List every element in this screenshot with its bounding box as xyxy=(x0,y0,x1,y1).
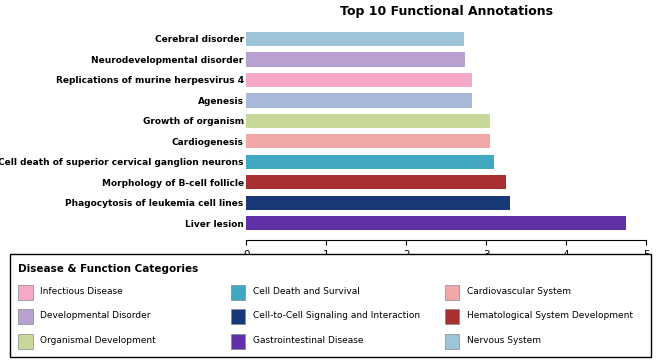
FancyBboxPatch shape xyxy=(19,309,33,324)
Text: Organismal Development: Organismal Development xyxy=(41,336,156,345)
Bar xyxy=(246,114,490,128)
Text: Cell-to-Cell Signaling and Interaction: Cell-to-Cell Signaling and Interaction xyxy=(253,311,420,320)
Bar xyxy=(246,134,490,149)
Text: Cell Death and Survival: Cell Death and Survival xyxy=(253,287,360,296)
Text: Hematological System Development: Hematological System Development xyxy=(467,311,633,320)
Bar xyxy=(246,93,472,107)
FancyBboxPatch shape xyxy=(230,309,245,324)
Bar xyxy=(246,155,494,169)
Text: Disease & Function Categories: Disease & Function Categories xyxy=(19,264,198,274)
Bar xyxy=(246,52,465,67)
Bar xyxy=(246,73,472,87)
Text: Cardiovascular System: Cardiovascular System xyxy=(467,287,571,296)
Bar xyxy=(246,195,510,210)
FancyBboxPatch shape xyxy=(10,254,651,357)
X-axis label: -Log(p-value): -Log(p-value) xyxy=(404,265,488,276)
FancyBboxPatch shape xyxy=(230,285,245,300)
Bar xyxy=(246,32,464,46)
Title: Top 10 Functional Annotations: Top 10 Functional Annotations xyxy=(340,5,553,18)
FancyBboxPatch shape xyxy=(19,285,33,300)
FancyBboxPatch shape xyxy=(19,334,33,349)
FancyBboxPatch shape xyxy=(445,309,460,324)
Text: Infectious Disease: Infectious Disease xyxy=(41,287,123,296)
FancyBboxPatch shape xyxy=(445,285,460,300)
Bar xyxy=(246,175,506,189)
Text: Nervous System: Nervous System xyxy=(467,336,541,345)
FancyBboxPatch shape xyxy=(445,334,460,349)
FancyBboxPatch shape xyxy=(230,334,245,349)
Bar xyxy=(246,216,626,230)
Text: Developmental Disorder: Developmental Disorder xyxy=(41,311,151,320)
Text: Gastrointestinal Disease: Gastrointestinal Disease xyxy=(253,336,363,345)
